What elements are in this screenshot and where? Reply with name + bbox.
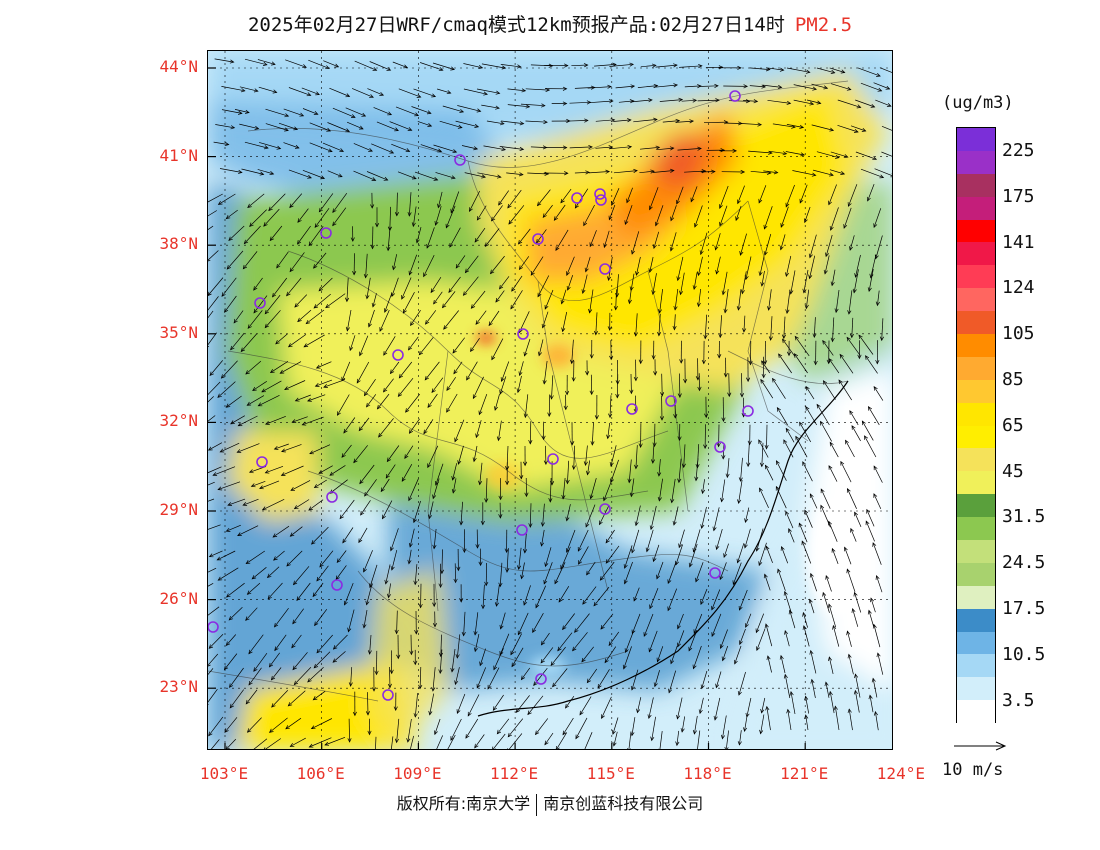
color-bar-swatch: [957, 150, 995, 174]
pollutant-label: PM2.5: [794, 14, 853, 36]
city-marker: [535, 673, 547, 685]
color-bar-swatch: [957, 517, 995, 541]
color-bar-swatch: [957, 311, 995, 335]
province-boundaries: [208, 80, 849, 702]
city-marker: [256, 456, 268, 468]
city-marker: [714, 441, 726, 453]
concentration-field: [208, 51, 892, 749]
city-markers: [208, 90, 754, 701]
city-marker: [532, 233, 544, 245]
color-bar-swatch: [957, 196, 995, 220]
color-bar-swatch: [957, 288, 995, 312]
lat-label: 38°N: [159, 234, 198, 254]
color-bar: [956, 127, 996, 724]
color-bar-swatch: [957, 173, 995, 197]
color-bar-label: 17.5: [1002, 598, 1046, 619]
color-bar-swatch: [957, 585, 995, 609]
color-bar-swatch: [957, 540, 995, 563]
city-marker: [742, 405, 754, 417]
coastline: [477, 380, 849, 717]
color-bar-swatch: [957, 677, 995, 701]
color-bar-label: 10.5: [1002, 643, 1046, 665]
city-marker: [516, 524, 528, 536]
city-marker: [547, 453, 559, 465]
copyright-footer: 版权所有:南京大学 南京创蓝科技有限公司: [0, 790, 1100, 816]
city-marker: [208, 621, 219, 633]
color-bar-swatch: [957, 448, 995, 472]
color-bar-label: 3.5: [1002, 689, 1035, 711]
copyright-left: 版权所有:南京大学: [396, 794, 531, 813]
color-bar-swatch: [957, 608, 995, 632]
city-marker: [599, 503, 611, 515]
lon-label: 124°E: [876, 764, 925, 783]
color-bar-label: 225: [1002, 140, 1035, 161]
city-marker: [709, 567, 721, 579]
copyright-right: 南京创蓝科技有限公司: [543, 794, 704, 813]
lat-label: 44°N: [159, 57, 198, 76]
color-bar-swatch: [957, 425, 995, 449]
lat-label: 35°N: [159, 322, 198, 342]
color-bar-swatch: [957, 631, 995, 655]
city-marker: [320, 227, 332, 239]
color-bar-swatch: [957, 379, 995, 403]
legend-unit: (ug/m3): [942, 93, 1014, 113]
color-bar-swatch: [957, 471, 995, 495]
lat-label: 26°N: [159, 588, 198, 608]
color-bar-label: 24.5: [1002, 552, 1046, 574]
color-bar-swatch: [957, 242, 995, 266]
wind-reference-label: 10 m/s: [942, 760, 1004, 780]
wind-vector-field: [208, 58, 892, 749]
lon-label: 106°E: [296, 764, 345, 783]
lat-label: 41°N: [159, 145, 198, 165]
color-bar-swatch: [957, 700, 995, 724]
lon-label: 103°E: [199, 764, 249, 783]
lon-label: 112°E: [490, 764, 539, 783]
lon-label: 118°E: [683, 764, 732, 783]
lon-label: 109°E: [393, 764, 442, 783]
map-canvas: [208, 51, 892, 749]
city-marker: [665, 395, 677, 407]
footer-divider: [536, 793, 538, 816]
color-bar-label: 65: [1002, 414, 1024, 436]
color-bar-label: 124: [1002, 277, 1035, 299]
city-marker: [599, 263, 611, 275]
city-marker: [392, 349, 404, 361]
city-marker: [326, 491, 338, 503]
color-bar-label: 175: [1002, 185, 1035, 207]
city-marker: [594, 188, 606, 200]
city-marker: [454, 154, 466, 166]
city-marker: [517, 328, 529, 340]
color-bar-swatch: [957, 334, 995, 357]
city-marker: [729, 90, 741, 102]
lat-label: 29°N: [159, 500, 198, 519]
city-marker: [382, 689, 394, 701]
pm25-forecast-map: [207, 50, 893, 750]
city-marker: [331, 579, 343, 591]
city-marker: [626, 403, 638, 415]
color-bar-label: 141: [1002, 231, 1035, 253]
color-bar-label: 31.5: [1002, 506, 1046, 528]
color-bar-swatch: [957, 402, 995, 426]
color-bar-label: 45: [1002, 460, 1024, 482]
color-bar-swatch: [957, 562, 995, 586]
city-marker: [595, 194, 607, 206]
color-bar-label: 105: [1002, 323, 1035, 345]
lon-label: 115°E: [586, 764, 635, 783]
color-bar-swatch: [957, 219, 995, 243]
city-marker: [254, 297, 266, 309]
lon-label: 121°E: [780, 764, 829, 783]
lat-label: 32°N: [159, 411, 198, 431]
graticule: [208, 51, 892, 749]
color-bar-swatch: [957, 128, 995, 151]
city-marker: [571, 192, 583, 204]
color-bar-swatch: [957, 265, 995, 289]
wind-reference-arrow: [954, 741, 1007, 751]
color-bar-swatch: [957, 654, 995, 678]
lat-label: 23°N: [159, 677, 198, 697]
color-bar-swatch: [957, 494, 995, 518]
color-bar-label: 85: [1002, 369, 1024, 390]
map-title: 2025年02月27日WRF/cmaq模式12km预报产品:02月27日14时 P…: [0, 10, 1100, 37]
color-bar-swatch: [957, 356, 995, 380]
title-text: 2025年02月27日WRF/cmaq模式12km预报产品:02月27日14时: [247, 14, 785, 36]
